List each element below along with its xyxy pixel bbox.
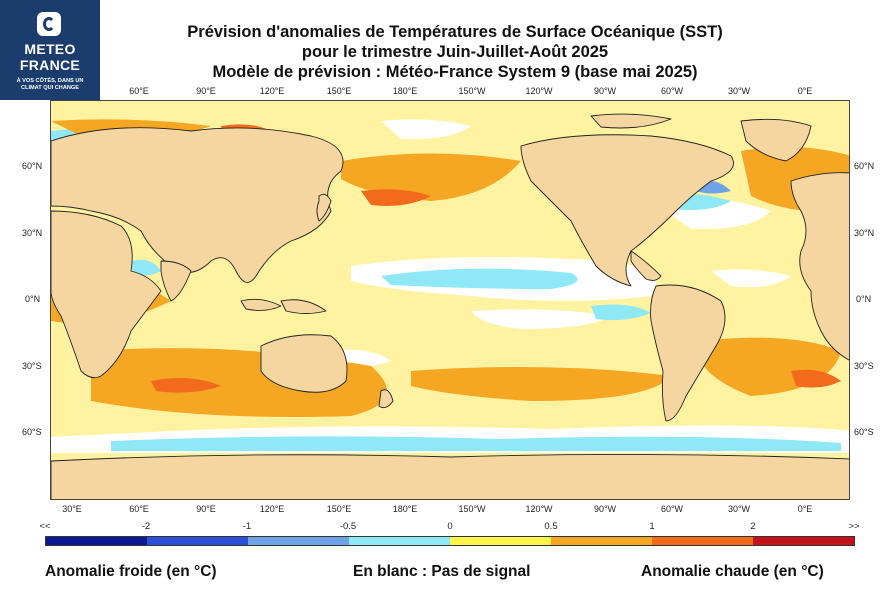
lon-label: 60°E [129,504,149,514]
lon-label: 90°W [593,86,617,96]
weak-cold-area [591,304,651,321]
lat-label: 60°N [854,161,875,171]
chart-title: Prévision d'anomalies de Températures de… [110,22,800,82]
colorbar-tick: -1 [242,521,252,532]
eurasia-landmass [51,127,344,283]
no-signal-area [381,119,471,140]
north-america-landmass [520,134,734,287]
europe-africa-right [790,172,849,361]
legend-warm: Anomalie chaude (en °C) [641,563,824,580]
lat-label: 30°S [854,361,874,371]
warm-area [701,337,841,396]
meteo-france-emblem-icon [37,12,61,36]
colorbar-segment [450,537,551,545]
title-line-3: Modèle de prévision : Météo-France Syste… [212,63,698,81]
indonesia-islands [280,299,327,314]
lon-label: 0°E [797,504,813,514]
antarctica-landmass [51,453,849,499]
lon-label: 120°W [525,86,553,96]
strong-warm-area [791,369,841,388]
lat-label: 30°S [22,361,42,371]
lon-label: 150°E [326,86,352,96]
lon-label: 90°E [196,504,216,514]
lon-label: 120°E [259,504,285,514]
india-landmass [160,260,192,302]
lon-label: 180°E [392,86,418,96]
colorbar-tick: >> [848,521,860,532]
logo-brand-line2: FRANCE [19,57,81,73]
lon-label: 30°E [62,504,82,514]
title-line-1: Prévision d'anomalies de Températures de… [187,23,723,41]
colorbar-segment [349,537,450,545]
lon-label: 60°W [660,504,684,514]
strong-warm-area [151,377,221,393]
central-america-landmass [630,250,662,281]
lon-label: 90°W [593,504,617,514]
colorbar-segment [753,537,854,545]
lat-label: 0°N [856,294,872,304]
lat-label: 60°S [22,427,42,437]
no-signal-area [711,269,791,288]
lat-label: 0°N [25,294,41,304]
indonesia-islands [240,298,282,311]
colorbar-tick: 0 [447,521,453,532]
logo-tagline: À VOS CÔTÉS, DANS UN CLIMAT QUI CHANGE [16,78,84,91]
lon-label: 30°W [727,86,751,96]
logo-brand-line1: METEO [24,41,76,57]
lon-label: 0°E [797,86,813,96]
map-svg [51,113,849,499]
logo-brand: METEO FRANCE [0,41,100,73]
lat-label: 30°N [22,228,43,238]
lon-label: 150°W [458,504,486,514]
colorbar [45,536,855,546]
colorbar-tick: -0.5 [339,521,357,532]
lon-label: 60°W [660,86,684,96]
no-signal-area [471,309,611,329]
colorbar-tick: 2 [750,521,756,532]
lat-label: 60°S [854,427,874,437]
lon-label: 150°W [458,86,486,96]
weak-cold-area [381,268,578,289]
africa-landmass [51,210,162,379]
lat-label: 60°N [22,161,43,171]
colorbar-segment [147,537,248,545]
lat-label: 30°N [854,228,875,238]
title-line-2: pour le trimestre Juin-Juillet-Août 2025 [301,43,609,61]
colorbar-segment [46,537,147,545]
lon-label: 60°E [129,86,149,96]
land [51,113,849,499]
south-america-landmass [650,284,726,422]
lon-label: 150°E [326,504,352,514]
japan-islands [316,193,332,222]
weak-cold-area [131,259,161,276]
lon-label: 180°E [392,504,418,514]
lon-label: 90°E [196,86,216,96]
lon-label: 30°W [727,504,751,514]
greenland-landmass [740,118,812,162]
legend-no-signal: En blanc : Pas de signal [353,563,531,580]
colorbar-tick: -2 [141,521,151,532]
colorbar-tick: << [39,521,51,532]
new-zealand-islands [378,389,394,409]
strong-warm-area [361,189,431,206]
colorbar-tick: 1 [649,521,655,532]
warm-area [411,367,671,401]
colorbar-segment [248,537,349,545]
lon-label: 120°W [525,504,553,514]
australia-landmass [260,334,348,393]
weak-cold-area [111,436,841,451]
lon-label: 120°E [259,86,285,96]
colorbar-segment [652,537,753,545]
meteo-france-logo: METEO FRANCE À VOS CÔTÉS, DANS UN CLIMAT… [0,0,100,100]
warm-area [341,153,521,201]
colorbar-tick: 0.5 [544,521,558,532]
legend-cold: Anomalie froide (en °C) [45,563,217,580]
arctic-islands [590,113,672,129]
sst-anomaly-map [50,100,850,500]
colorbar-segment [551,537,652,545]
